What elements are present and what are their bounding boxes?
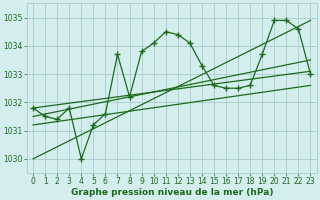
X-axis label: Graphe pression niveau de la mer (hPa): Graphe pression niveau de la mer (hPa) [70, 188, 273, 197]
